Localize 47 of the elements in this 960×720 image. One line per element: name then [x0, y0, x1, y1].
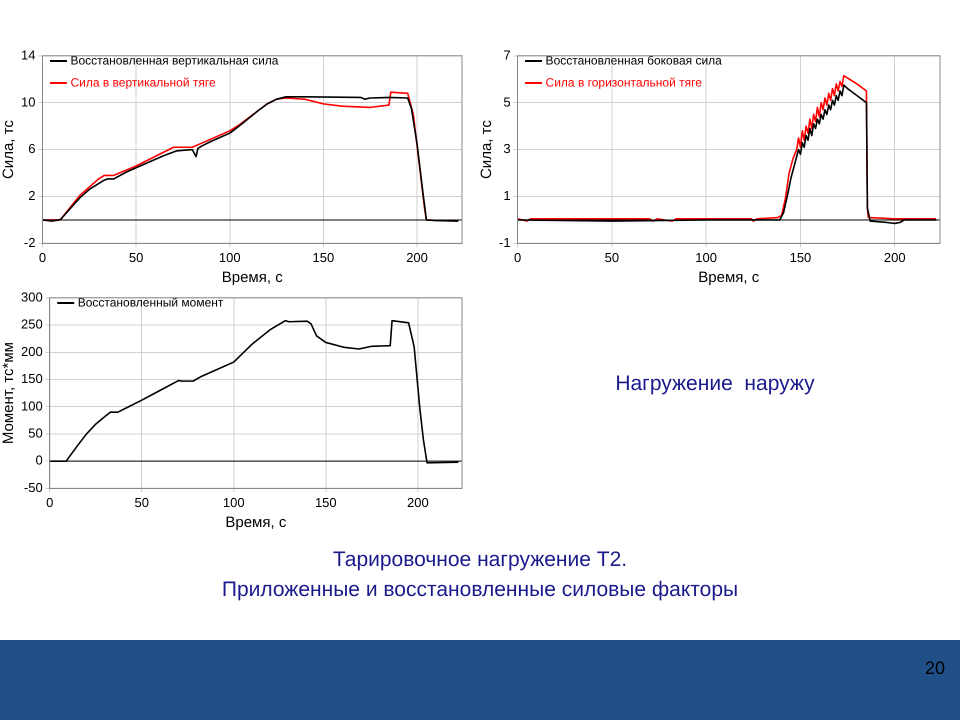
y-tick-label: -50: [24, 480, 43, 495]
text: 20: [924, 658, 946, 679]
legend-label: Сила в вертикальной тяге: [70, 75, 216, 90]
x-tick-label: 150: [312, 250, 334, 265]
y-tick-label: 300: [20, 289, 43, 304]
legend-label: Сила в горизонтальной тяге: [546, 75, 702, 90]
text: Нагружение наружу: [614, 372, 816, 396]
x-axis-title: Время, с: [698, 269, 760, 286]
y-tick-label: 2: [28, 188, 36, 204]
legend-label: Восстановленный момент: [78, 295, 224, 310]
y-tick-label: 1: [503, 188, 511, 204]
x-tick-label: 100: [218, 250, 241, 265]
x-tick-label: 100: [222, 494, 245, 510]
x-tick-label: 50: [128, 250, 144, 265]
y-tick-label: 14: [20, 47, 36, 62]
x-tick-label: 200: [884, 250, 906, 265]
legend-label: Восстановленная вертикальная сила: [70, 53, 279, 68]
text: Тарировочное нагружение Т2.: [332, 548, 628, 572]
x-tick-label: 100: [695, 250, 717, 265]
y-tick-label: 100: [20, 398, 43, 414]
x-tick-label: 50: [134, 494, 149, 510]
y-tick-label: 250: [20, 316, 43, 332]
x-axis-title: Время, с: [222, 269, 284, 286]
x-tick-label: 50: [604, 250, 620, 265]
x-tick-label: 150: [314, 494, 337, 510]
y-tick-label: 0: [35, 452, 43, 468]
y-axis-title: Сила, тс: [478, 120, 496, 180]
y-tick-label: 3: [503, 141, 511, 156]
y-tick-label: 200: [20, 344, 43, 359]
y-tick-label: 150: [20, 371, 43, 386]
y-tick-label: -1: [498, 234, 511, 250]
x-axis-title: Время, с: [225, 514, 287, 532]
y-axis-title: Момент, тс*мм: [0, 342, 18, 444]
y-tick-label: 50: [28, 426, 43, 441]
x-tick-label: 0: [514, 250, 522, 265]
y-axis-title: Сила, тс: [0, 120, 18, 180]
x-tick-label: 200: [406, 250, 428, 265]
x-tick-label: 150: [790, 250, 812, 265]
y-tick-label: 5: [503, 94, 511, 110]
legend-label: Восстановленная боковая сила: [546, 53, 722, 68]
y-tick-label: 6: [28, 141, 36, 156]
y-tick-label: 7: [503, 47, 511, 62]
x-tick-label: 200: [406, 494, 429, 510]
y-tick-label: -2: [24, 234, 36, 250]
y-tick-label: 10: [20, 94, 36, 110]
text: Приложенные и восстановленные силовые факторы: [220, 578, 740, 602]
x-tick-label: 0: [46, 494, 54, 510]
